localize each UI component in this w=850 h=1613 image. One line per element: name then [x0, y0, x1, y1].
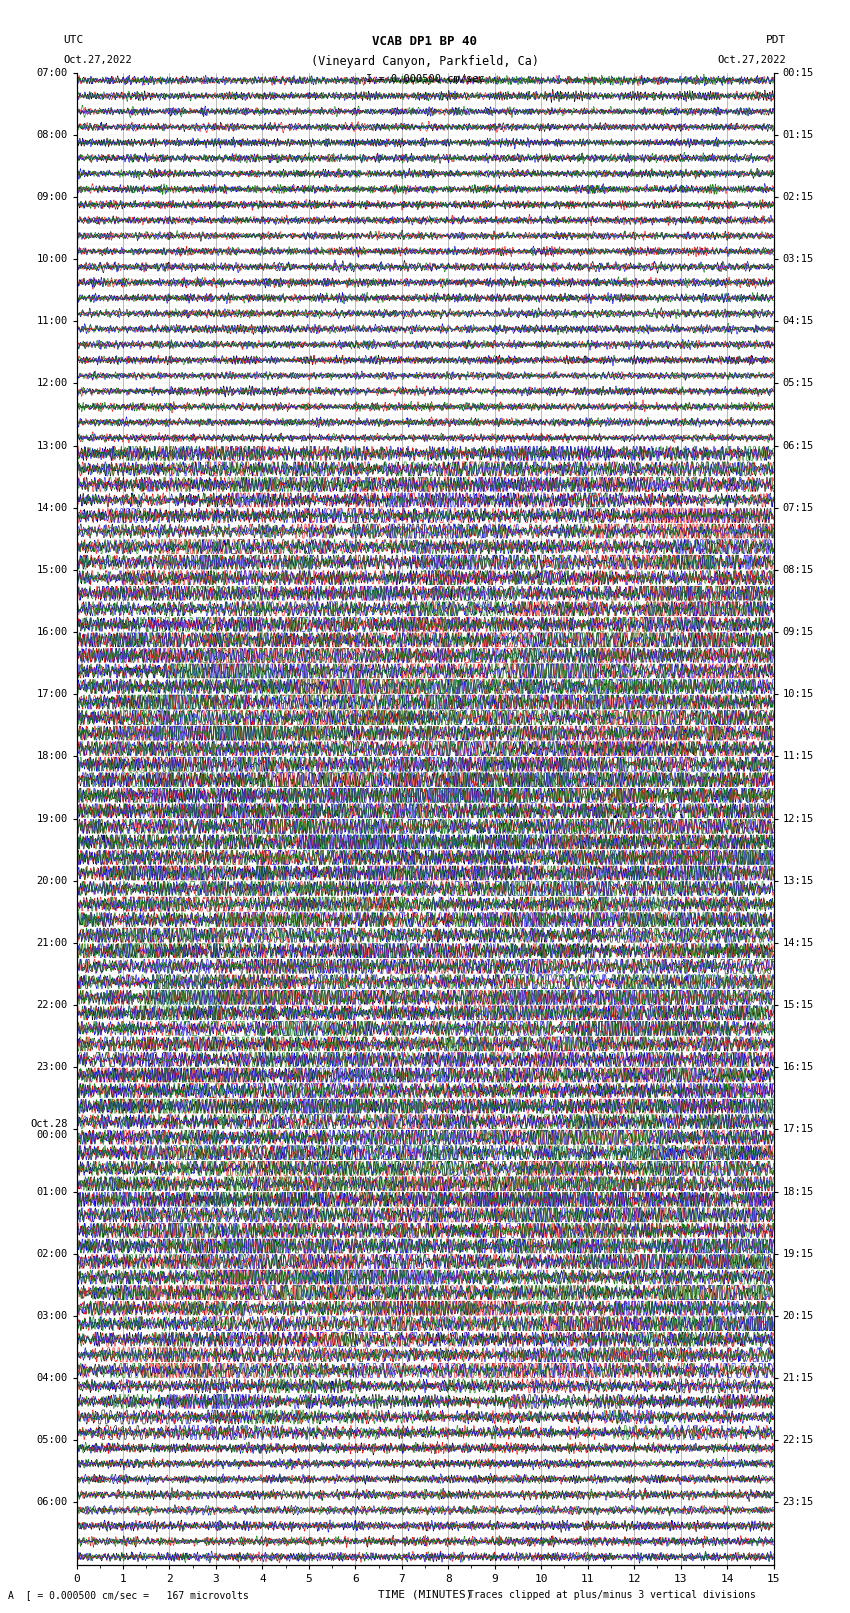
- Text: I = 0.000500 cm/sec: I = 0.000500 cm/sec: [366, 74, 484, 84]
- Text: UTC: UTC: [64, 35, 84, 45]
- X-axis label: TIME (MINUTES): TIME (MINUTES): [377, 1589, 473, 1598]
- Text: A  [ = 0.000500 cm/sec =   167 microvolts: A [ = 0.000500 cm/sec = 167 microvolts: [8, 1590, 249, 1600]
- Text: Oct.27,2022: Oct.27,2022: [64, 55, 133, 65]
- Text: PDT: PDT: [766, 35, 786, 45]
- Text: VCAB DP1 BP 40: VCAB DP1 BP 40: [372, 35, 478, 48]
- Text: Oct.27,2022: Oct.27,2022: [717, 55, 786, 65]
- Text: (Vineyard Canyon, Parkfield, Ca): (Vineyard Canyon, Parkfield, Ca): [311, 55, 539, 68]
- Text: Traces clipped at plus/minus 3 vertical divisions: Traces clipped at plus/minus 3 vertical …: [468, 1590, 756, 1600]
